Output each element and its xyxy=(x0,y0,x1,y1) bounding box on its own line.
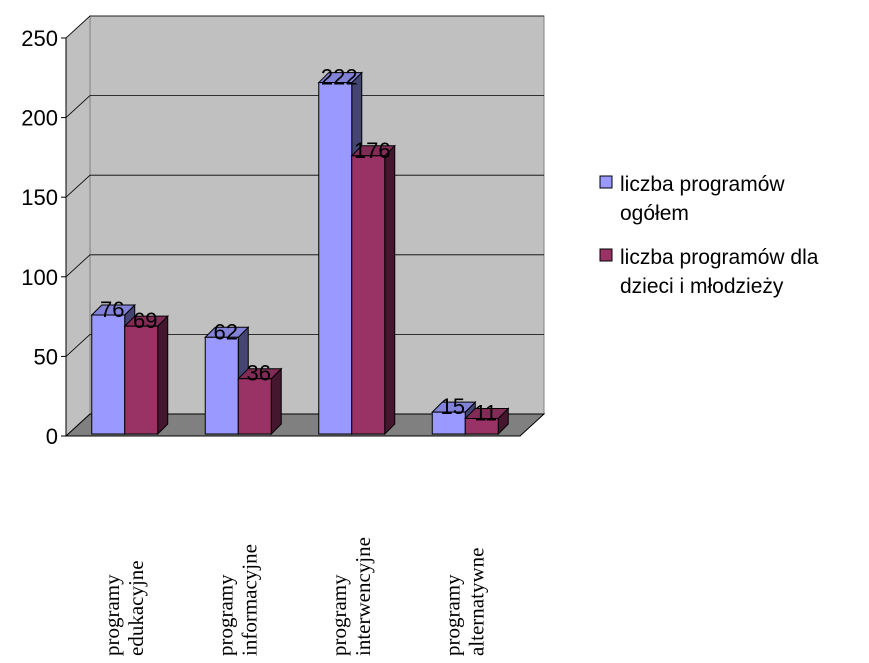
bar-side xyxy=(384,144,396,436)
legend-swatch xyxy=(599,175,613,189)
category-label-group: programy edukacyjne xyxy=(100,560,148,656)
gridline-side xyxy=(65,15,91,39)
bar xyxy=(464,417,499,435)
bar xyxy=(204,336,239,435)
bar xyxy=(124,325,159,435)
gridline-side xyxy=(65,254,91,278)
category-label: programy xyxy=(100,574,124,656)
data-label: 76 xyxy=(100,297,124,322)
y-tick-label: 50 xyxy=(34,344,58,369)
data-label: 176 xyxy=(354,138,391,163)
category-label: programy xyxy=(213,574,237,656)
y-tick-label: 0 xyxy=(46,424,58,449)
category-label-group: programy interwencyjne xyxy=(327,537,375,656)
data-label: 222 xyxy=(321,65,358,90)
legend-label: ogółem xyxy=(620,202,689,225)
category-label: programy xyxy=(440,574,464,656)
category-label: interwencyjne xyxy=(351,537,375,656)
gridline-side xyxy=(65,174,91,198)
bar xyxy=(318,82,353,435)
legend-label: dzieci i młodzieży xyxy=(620,275,784,298)
plot-floor xyxy=(64,413,546,437)
gridline-side xyxy=(65,95,91,118)
data-label: 62 xyxy=(214,319,238,344)
bar xyxy=(91,314,126,435)
y-tick-label: 250 xyxy=(21,26,58,51)
category-label: alternatywne xyxy=(464,548,488,656)
y-tick-label: 100 xyxy=(21,265,58,290)
category-label: edukacyjne xyxy=(124,560,148,656)
category-label-group: programy alternatywne xyxy=(440,548,488,656)
bar xyxy=(351,155,386,435)
legend-label: liczba programów dla xyxy=(620,246,819,269)
y-tick-label: 150 xyxy=(21,185,58,210)
data-label: 36 xyxy=(247,361,271,386)
data-label: 11 xyxy=(474,400,497,425)
category-label: programy xyxy=(327,574,351,656)
bar-side xyxy=(270,367,282,436)
gridline-side xyxy=(65,334,91,357)
bar xyxy=(237,378,272,435)
bar-side xyxy=(157,314,169,436)
category-label: informacyjne xyxy=(237,544,261,656)
data-label: 15 xyxy=(441,394,465,419)
legend-swatch xyxy=(599,248,613,262)
category-label-group: programy informacyjne xyxy=(213,544,261,656)
legend-label: liczba programów xyxy=(620,173,785,196)
plot-side-wall xyxy=(65,14,91,438)
y-tick-label: 200 xyxy=(21,106,58,131)
data-label: 69 xyxy=(133,308,157,333)
